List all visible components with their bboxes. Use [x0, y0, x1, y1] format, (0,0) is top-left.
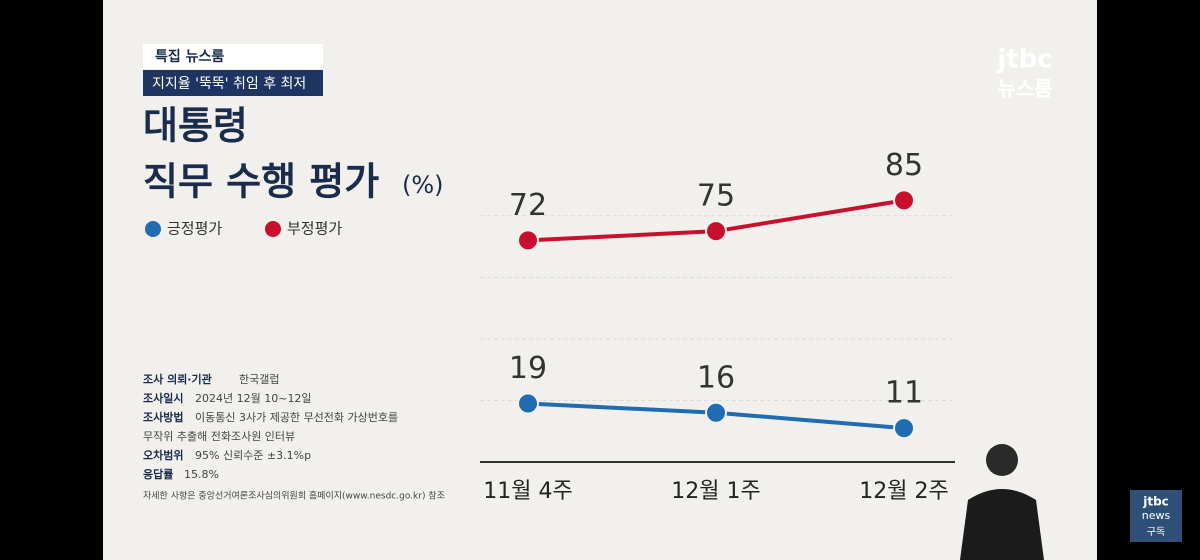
badge-box — [143, 44, 323, 69]
badge: 특집 뉴스룸 — [155, 48, 224, 65]
point — [893, 189, 915, 212]
corner-brand[interactable]: jtbc — [1142, 495, 1169, 509]
corner-box — [1130, 490, 1182, 542]
corner-action[interactable]: 구독 — [1147, 526, 1165, 538]
data-label: 72 — [509, 188, 547, 223]
data-label: 11 — [885, 376, 923, 411]
logo-bottom: 뉴스룸 — [997, 77, 1052, 101]
corner-sub[interactable]: news — [1142, 509, 1171, 522]
survey-text: 이동통신 3사가 제공한 무선전화 가상번호를 — [195, 411, 398, 424]
legend-label: 부정평가 — [287, 220, 342, 238]
data-label: 16 — [697, 360, 735, 395]
unit: (%) — [402, 171, 444, 199]
point — [517, 392, 539, 415]
survey-label: 응답률 — [143, 467, 173, 481]
point — [705, 401, 727, 424]
headline: 지지율 '뚝뚝' 취임 후 최저 — [152, 76, 306, 92]
interpreter-body — [960, 489, 1044, 560]
x-tick-label: 12월 1주 — [671, 479, 760, 504]
survey-label: 오차범위 — [143, 448, 183, 462]
point — [517, 229, 539, 252]
chart-subtitle: 직무 수행 평가 — [143, 160, 379, 204]
x-tick-label: 11월 4주 — [483, 479, 572, 504]
survey-text: 95% 신뢰수준 ±3.1%p — [195, 449, 311, 462]
point — [893, 417, 915, 440]
survey-note: 자세한 사항은 중앙선거여론조사심의위원회 홈페이지(www.nesdc.go.… — [143, 490, 445, 502]
data-label: 85 — [885, 148, 923, 183]
x-tick-label: 12월 2주 — [859, 479, 948, 504]
legend-marker — [145, 221, 161, 237]
interpreter-head — [986, 444, 1018, 476]
headline-box — [143, 70, 323, 96]
point — [705, 220, 727, 243]
data-label: 75 — [697, 179, 735, 214]
survey-label: 조사일시 — [143, 391, 183, 405]
legend-label: 긍정평가 — [167, 220, 222, 238]
survey-text: 15.8% — [184, 468, 219, 481]
chart-title: 대통령 — [143, 104, 248, 148]
survey-label: 조사방법 — [143, 410, 183, 424]
survey-text: 무작위 추출해 전화조사원 인터뷰 — [143, 429, 295, 443]
data-label: 19 — [509, 351, 547, 386]
survey-text: 2024년 12월 10~12일 — [195, 391, 312, 405]
logo-top: jtbc — [996, 45, 1052, 75]
survey-label: 조사 의뢰·기관 — [143, 372, 212, 386]
interpreter — [955, 438, 1097, 560]
survey-text: 한국갤럽 — [239, 372, 279, 386]
legend-marker — [265, 221, 281, 237]
